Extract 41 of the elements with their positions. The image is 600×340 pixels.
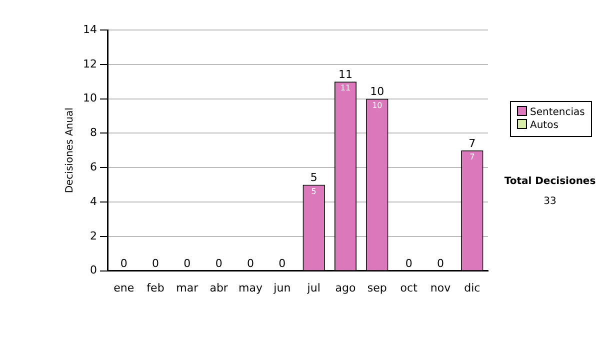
total-label: 5 bbox=[310, 171, 318, 184]
data-label: 5 bbox=[311, 186, 316, 196]
total-label: 0 bbox=[215, 257, 222, 270]
text: 33 bbox=[542, 195, 558, 209]
total-label: 11 bbox=[338, 68, 352, 81]
total-label: 0 bbox=[247, 257, 254, 270]
legend-label: Autos bbox=[529, 119, 560, 132]
x-tick-label: mar bbox=[176, 281, 199, 294]
total-label: 0 bbox=[152, 257, 159, 270]
x-tick-label: jun bbox=[272, 281, 291, 294]
y-tick-label: 0 bbox=[90, 264, 97, 277]
x-tick-label: feb bbox=[146, 281, 164, 294]
x-tick-label: nov bbox=[430, 281, 452, 294]
x-tick-label: abr bbox=[210, 281, 228, 294]
data-label: 10 bbox=[372, 100, 382, 110]
total-label: 0 bbox=[437, 257, 444, 270]
y-tick-label: 8 bbox=[90, 126, 97, 140]
legend-label: Sentencias bbox=[529, 106, 585, 119]
y-tick-label: 4 bbox=[90, 194, 97, 208]
x-tick-label: may bbox=[238, 281, 263, 294]
text: Total Decisiones bbox=[503, 175, 597, 189]
y-tick-label: 10 bbox=[82, 92, 97, 105]
y-tick-label: 14 bbox=[82, 22, 97, 36]
total-label: 10 bbox=[370, 85, 384, 98]
y-tick-label: 6 bbox=[90, 160, 97, 174]
x-tick-label: sep bbox=[367, 281, 387, 294]
y-axis-title: Decisiones Anual bbox=[64, 108, 76, 194]
x-tick-label: ago bbox=[335, 281, 356, 294]
x-tick-label: jul bbox=[306, 281, 320, 294]
total-label: 0 bbox=[405, 257, 412, 270]
x-tick-label: ene bbox=[114, 281, 134, 294]
total-label: 0 bbox=[184, 257, 191, 270]
x-tick-label: dic bbox=[464, 281, 480, 294]
y-tick-label: 12 bbox=[82, 57, 97, 70]
total-label: 7 bbox=[468, 136, 476, 150]
total-label: 0 bbox=[120, 257, 128, 270]
total-label: 0 bbox=[278, 257, 286, 270]
x-tick-label: oct bbox=[400, 281, 418, 294]
data-label: 11 bbox=[340, 84, 351, 93]
data-label: 7 bbox=[470, 152, 475, 162]
y-tick-label: 2 bbox=[90, 229, 97, 242]
